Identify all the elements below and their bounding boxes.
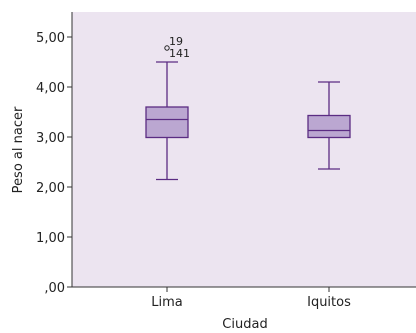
- outlier-label: 141: [169, 47, 190, 60]
- outlier-label: 19: [169, 35, 183, 48]
- y-axis: ,00 1,00 2,00 3,00 4,00 5,00: [36, 12, 73, 296]
- x-axis: Lima Iquitos: [72, 286, 416, 310]
- outlier-point: [164, 45, 170, 51]
- x-axis-title: Ciudad: [222, 317, 267, 332]
- iqr-box: [145, 106, 189, 139]
- iqr-box: [307, 114, 351, 139]
- y-tick-label: 2,00: [36, 181, 65, 196]
- box-iquitos: [307, 81, 351, 170]
- y-tick-label: ,00: [44, 281, 65, 296]
- y-tick-label: 1,00: [36, 231, 65, 246]
- plot-area: [72, 12, 416, 287]
- x-tick-label: Iquitos: [307, 295, 351, 310]
- y-tick-label: 3,00: [36, 131, 65, 146]
- x-tick-label: Lima: [151, 295, 182, 310]
- y-tick-label: 5,00: [36, 31, 65, 46]
- y-tick-label: 4,00: [36, 81, 65, 96]
- y-axis-title: Peso al nacer: [11, 106, 26, 193]
